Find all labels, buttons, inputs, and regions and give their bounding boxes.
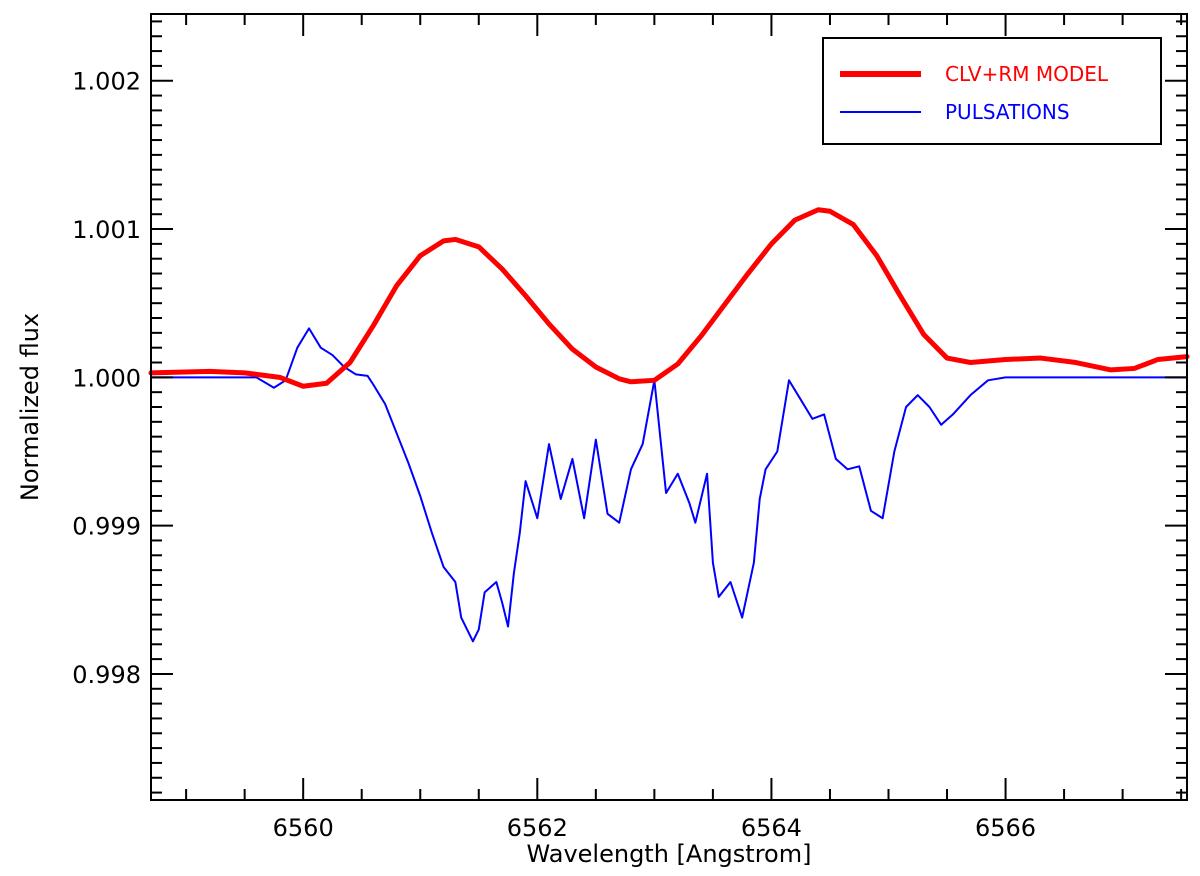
x-tick-label: 6560 [273,814,334,842]
y-tick-label: 1.001 [72,216,141,244]
y-tick-label: 0.998 [72,661,141,689]
series-line-pulsations [150,327,1188,643]
x-tick-label: 6564 [741,814,802,842]
x-axis-label: Wavelength [Angstrom] [527,840,812,868]
labels-layer: Wavelength [Angstrom] Normalized flux 65… [16,68,1036,868]
x-tick-label: 6566 [975,814,1036,842]
x-tick-label: 6562 [507,814,568,842]
legend-label-pulsations: PULSATIONS [945,100,1070,124]
y-tick-label: 1.002 [72,68,141,96]
series-layer [148,207,1190,643]
legend: CLV+RM MODEL PULSATIONS [822,37,1162,145]
y-tick-label: 1.000 [72,364,141,392]
legend-label-model: CLV+RM MODEL [945,62,1109,86]
y-axis-label: Normalized flux [16,313,44,501]
legend-box [822,37,1162,145]
ticks-layer [151,14,1187,800]
plot-frame [150,13,1188,801]
y-tick-label: 0.999 [72,513,141,541]
series-line-clv-rm-model [148,207,1190,389]
